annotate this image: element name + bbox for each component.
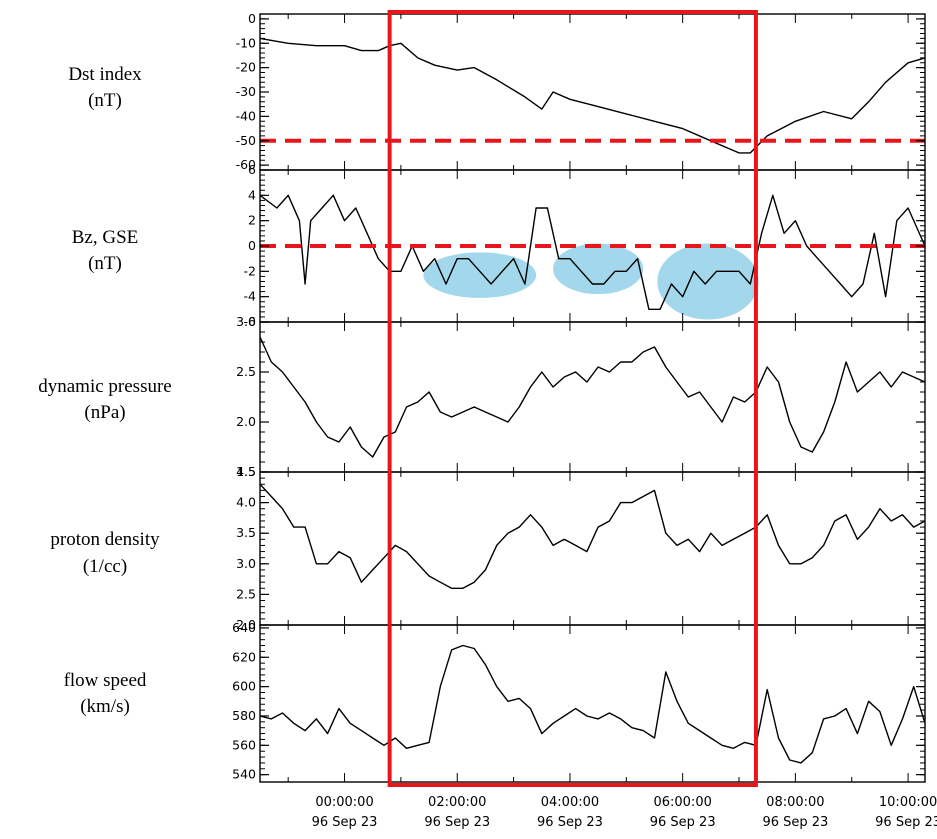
bz-ytick-label: -6	[244, 314, 257, 329]
density-ytick-label: 2.5	[236, 586, 256, 601]
dst-label-line1: Dst index	[68, 64, 142, 85]
xtick-label-date: 96 Sep 23	[650, 815, 716, 830]
speed-axes-frame	[259, 624, 926, 783]
plot-layer: 0-10-20-30-40-50-606420-2-4-63.02.52.01.…	[232, 11, 926, 783]
speed-ytick-label: 560	[232, 737, 256, 752]
bz-ytick-label: 4	[248, 187, 256, 202]
pdyn-ytick-label: 2.5	[236, 364, 256, 379]
xtick-label-date: 96 Sep 23	[537, 815, 603, 830]
pdyn-ytick-label: 1.5	[236, 464, 256, 479]
dst-ytick-label: -60	[236, 157, 256, 172]
density-label-line2: (1/cc)	[83, 556, 127, 577]
dst-ytick-label: -20	[236, 60, 256, 75]
speed-ytick-label: 620	[232, 649, 256, 664]
bz-ytick-label: -4	[244, 289, 257, 304]
panel-dst: 0 -10 -20 -30 -40 -50 -60	[236, 11, 926, 172]
xtick-label-time: 04:00:00	[541, 795, 599, 810]
dst-label-line2: (nT)	[88, 90, 122, 111]
dst-ytick-label: -40	[236, 108, 256, 123]
bz-label-line1: Bz, GSE	[72, 227, 139, 248]
bz-label-line2: (nT)	[88, 253, 122, 274]
density-ytick-label: 3.0	[236, 556, 256, 571]
speed-ytick-label: 580	[232, 708, 256, 723]
bz-ytick-label: -2	[244, 263, 256, 278]
xtick-label-date: 96 Sep 23	[875, 815, 937, 830]
speed-ytick-label: 600	[232, 679, 256, 694]
xtick-label-time: 00:00:00	[315, 795, 373, 810]
density-ytick-label: 4.0	[236, 495, 256, 510]
bz-highlight-ellipse-1	[423, 252, 537, 298]
pdyn-label-line2: (nPa)	[84, 402, 125, 423]
panel-speed: 640 620 600 580 560 540	[232, 620, 926, 783]
xtick-label-time: 02:00:00	[428, 795, 486, 810]
bz-series-line	[259, 194, 926, 310]
xtick-label-time: 10:00:00	[879, 795, 937, 810]
bz-ytick-label: 6	[248, 162, 256, 177]
xtick-label-date: 96 Sep 23	[312, 815, 378, 830]
dst-ytick-label: -30	[236, 84, 256, 99]
speed-label-line1: flow speed	[64, 670, 147, 691]
speed-ytick-label: 640	[232, 620, 256, 635]
xtick-label-date: 96 Sep 23	[762, 815, 828, 830]
speed-ytick-label: 540	[232, 767, 256, 782]
dst-axes-frame	[259, 13, 926, 171]
xtick-label-time: 08:00:00	[766, 795, 824, 810]
highlight-window	[387, 10, 758, 787]
density-axes-frame	[259, 471, 926, 626]
panel-bz: 6 4 2 0 -2 -4 -6	[244, 162, 926, 329]
xtick-label-date: 96 Sep 23	[424, 815, 490, 830]
bz-ytick-label: 0	[248, 238, 256, 253]
density-label-line1: proton density	[50, 529, 160, 550]
panel-density: 4.5 4.0 3.5 3.0 2.5 2.0	[236, 464, 926, 632]
panel-labels: Dst index (nT) Bz, GSE (nT) dynamic pres…	[38, 64, 171, 717]
pdyn-label-line1: dynamic pressure	[38, 376, 171, 397]
density-ytick-label: 4.5	[236, 464, 256, 479]
panel-pdyn: 3.0 2.5 2.0 1.5	[236, 314, 926, 479]
overlay-layer	[387, 10, 758, 787]
density-ytick-label: 3.5	[236, 525, 256, 540]
density-series-line	[259, 483, 926, 589]
pdyn-series-line	[259, 336, 926, 458]
dst-ytick-label: -10	[236, 35, 256, 50]
density-ytick-label: 2.0	[236, 617, 256, 632]
speed-series-line	[259, 644, 926, 764]
pdyn-ytick-label: 3.0	[236, 314, 256, 329]
bz-highlight-ellipse-2	[553, 243, 644, 295]
dst-series-line	[259, 37, 926, 154]
pdyn-axes-frame	[259, 321, 926, 473]
xtick-label-time: 06:00:00	[653, 795, 711, 810]
pdyn-ytick-label: 2.0	[236, 414, 256, 429]
dst-ytick-label: 0	[248, 11, 256, 26]
speed-label-line2: (km/s)	[80, 696, 130, 717]
bz-ytick-label: 2	[248, 213, 256, 228]
dst-ytick-label: -50	[236, 133, 256, 148]
x-axis: 00:00:00 96 Sep 23 02:00:00 96 Sep 23 04:00:…	[312, 795, 937, 830]
